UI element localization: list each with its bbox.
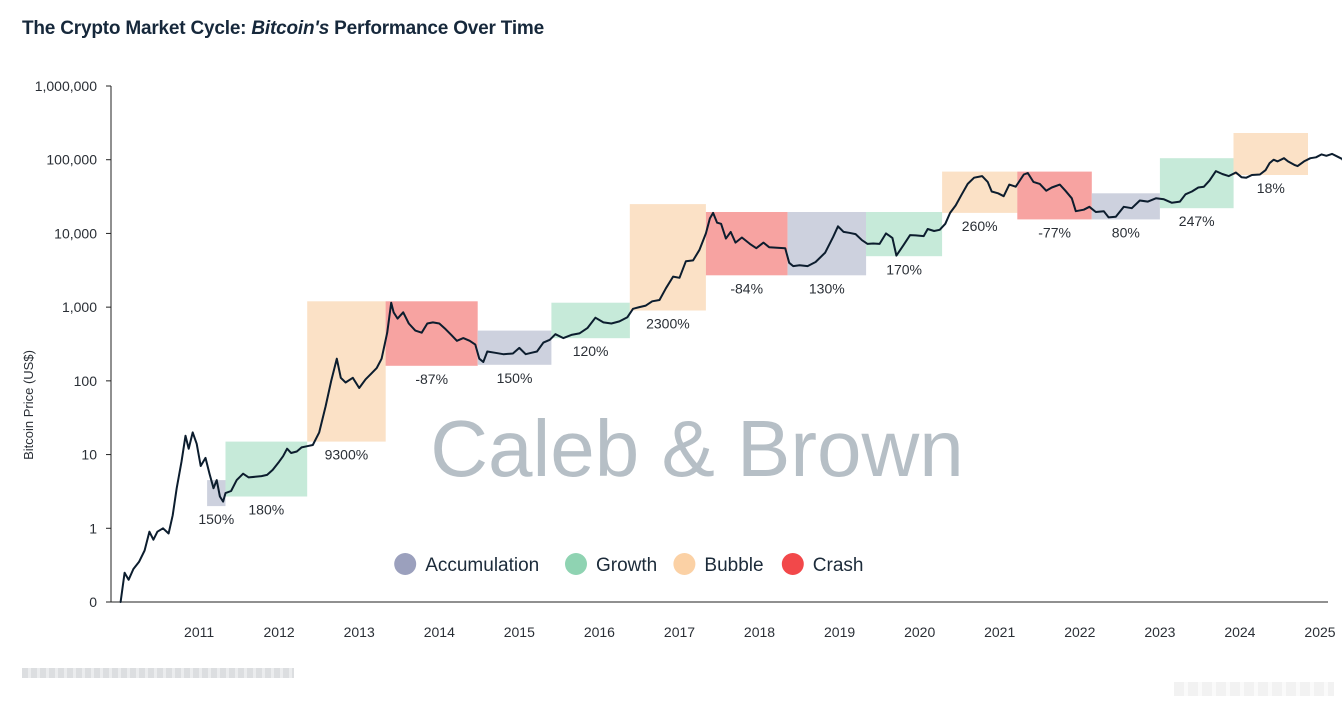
phase-percent-label: 130% — [809, 280, 845, 296]
x-tick-label: 2017 — [664, 624, 695, 640]
x-tick-label: 2011 — [184, 624, 214, 640]
y-tick-labels: 0 1 10 100 1,000 10,000 100,000 1,000,000 — [35, 78, 111, 610]
phase-box-growth — [225, 441, 308, 497]
y-axis-title: Bitcoin Price (US$) — [21, 350, 36, 460]
phase-box-crash — [705, 212, 788, 276]
x-tick-label: 2016 — [584, 624, 615, 640]
legend-swatch-bubble — [673, 553, 696, 575]
x-tick-label: 2019 — [824, 624, 855, 640]
y-tick-label: 1,000 — [62, 299, 97, 315]
x-tick-label: 2022 — [1064, 624, 1095, 640]
legend-label-growth: Growth — [596, 555, 657, 576]
legend-label-accumulation: Accumulation — [425, 555, 539, 576]
phase-box-growth — [866, 212, 943, 257]
x-tick-label: 2021 — [984, 624, 1015, 640]
x-tick-label: 2020 — [904, 624, 935, 640]
legend-label-crash: Crash — [813, 555, 864, 576]
price-line — [119, 152, 1342, 603]
phase-percent-label: 180% — [248, 502, 284, 518]
x-tick-label: 2013 — [344, 624, 375, 640]
x-tick-label: 2025 — [1304, 624, 1335, 640]
x-tick-label: 2018 — [744, 624, 775, 640]
y-tick-label: 10,000 — [54, 225, 97, 241]
phase-percent-label: -77% — [1038, 224, 1071, 240]
y-tick-label: 0 — [89, 594, 97, 610]
legend-swatch-accumulation — [394, 553, 417, 575]
y-tick-label: 10 — [81, 447, 97, 463]
phase-boxes — [207, 133, 1308, 507]
phase-percent-label: -84% — [730, 280, 763, 296]
phase-percent-label: 18% — [1257, 180, 1285, 196]
phase-percent-label: 150% — [497, 370, 533, 386]
x-tick-label: 2012 — [264, 624, 295, 640]
chart-title: The Crypto Market Cycle: Bitcoin's Perfo… — [22, 18, 544, 39]
phase-percent-labels: 150% 180% 9300% -87% 150% 120% 2300% -84% 130% 17… — [198, 180, 1284, 527]
phase-percent-label: 2300% — [646, 316, 690, 332]
legend-swatch-growth — [565, 553, 587, 575]
legend-swatch-crash — [781, 553, 804, 575]
phase-percent-label: 170% — [886, 261, 922, 277]
x-tick-label: 2024 — [1224, 624, 1255, 640]
footnote-blurred — [22, 668, 294, 678]
y-tick-label: 100 — [74, 373, 98, 389]
y-tick-label: 1,000,000 — [35, 78, 97, 94]
x-tick-label: 2014 — [424, 624, 455, 640]
phase-percent-label: 80% — [1112, 224, 1140, 240]
phase-percent-label: 9300% — [325, 447, 369, 463]
y-tick-label: 100,000 — [46, 152, 97, 168]
phase-box-growth — [551, 302, 630, 339]
x-tick-label: 2023 — [1144, 624, 1175, 640]
y-tick-label: 1 — [89, 520, 97, 536]
x-tick-labels: 2011 2012 2013 2014 2015 2016 2017 2018 2019 2020… — [184, 624, 1336, 640]
phase-box-growth — [1159, 158, 1234, 209]
watermark: Caleb & Brown — [430, 404, 964, 493]
phase-percent-label: 120% — [573, 343, 609, 359]
phase-percent-label: -87% — [415, 371, 448, 387]
phase-percent-label: 150% — [198, 511, 234, 527]
phase-box-crash — [385, 301, 478, 366]
legend-label-bubble: Bubble — [704, 555, 763, 576]
phase-box-crash — [1017, 171, 1092, 220]
phase-box-bubble — [629, 204, 706, 311]
phase-percent-label: 247% — [1179, 213, 1215, 229]
x-tick-label: 2015 — [504, 624, 535, 640]
legend: Accumulation Growth Bubble Crash — [394, 553, 863, 576]
phase-box-bubble — [1233, 133, 1308, 175]
phase-percent-label: 260% — [962, 218, 998, 234]
corner-watermark-blurred — [1174, 682, 1334, 696]
axes — [110, 86, 1328, 603]
